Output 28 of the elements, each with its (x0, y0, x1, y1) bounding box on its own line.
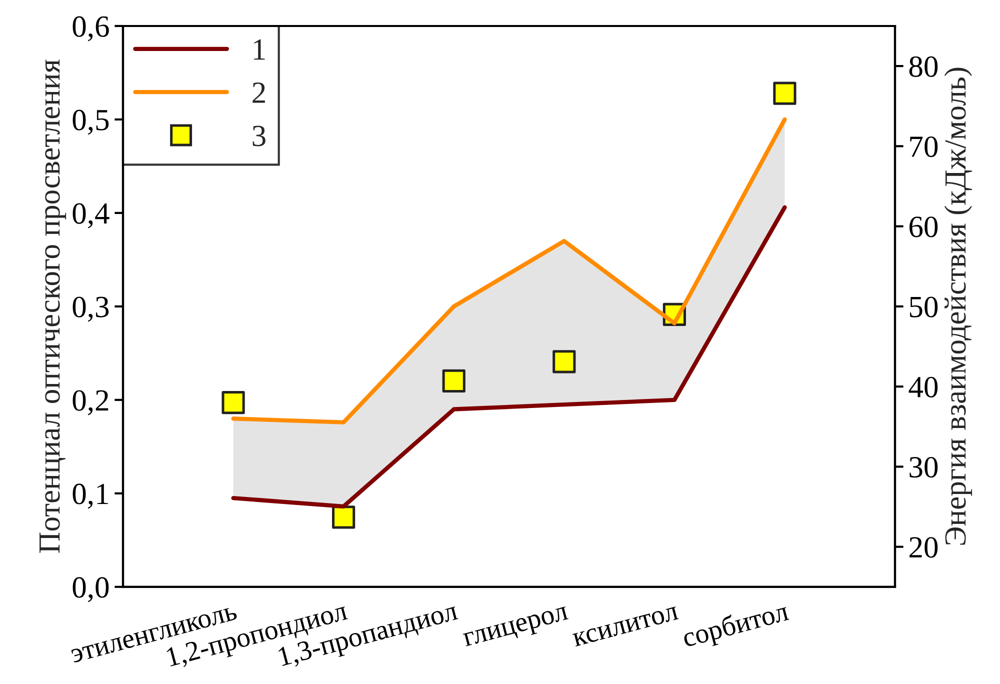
y2-tick-label: 50 (910, 296, 938, 318)
y2-tick-label: 20 (910, 537, 938, 558)
y-tick-label: 0,1 (72, 484, 108, 509)
y-tick-label: 0,6 (72, 16, 109, 42)
point (332, 506, 356, 529)
x-tick-label: глицерол (462, 606, 570, 652)
y2-tick-label: 30 (910, 456, 938, 478)
y-tick-label: 0,0 (72, 577, 109, 602)
legend-label: 3 (252, 126, 266, 146)
legend-label: 1 (254, 39, 265, 60)
legend-label: 2 (252, 82, 265, 103)
y2-axis-title: Энергия взаимодействия (кДж/моль) (944, 68, 972, 545)
point (222, 391, 245, 414)
point (552, 350, 576, 374)
y-tick-label: 0,5 (72, 110, 109, 135)
y2-tick-label: 40 (908, 376, 938, 398)
y2-tick-label: 80 (909, 56, 938, 77)
y-tick-label: 0,4 (72, 203, 110, 228)
point (773, 82, 796, 105)
point (442, 369, 466, 392)
y-tick-label: 0,2 (72, 390, 108, 416)
x-tick-label: ксилитол (572, 606, 679, 647)
y2-tick-label: 70 (910, 136, 938, 158)
x-tick-label: сорбитол (681, 600, 791, 653)
y-tick-label: 0,3 (72, 296, 109, 322)
line-series (231, 117, 787, 424)
y2-tick-label: 60 (910, 216, 938, 238)
y-axis-title: Потенциал оптического просветления (40, 60, 66, 553)
